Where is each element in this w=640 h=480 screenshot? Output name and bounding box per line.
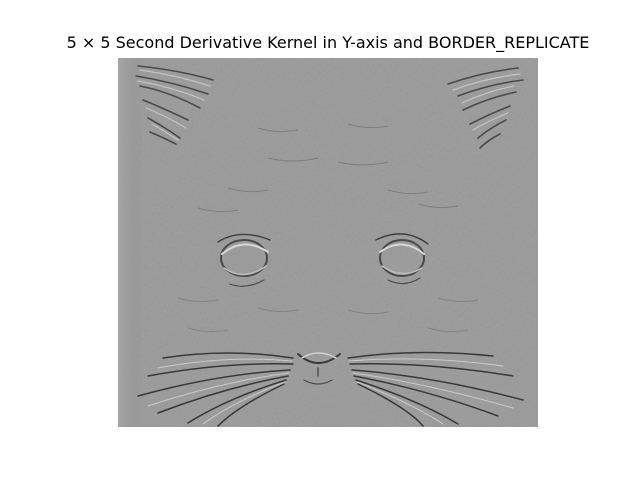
- left-eye: [217, 233, 271, 287]
- nose: [297, 352, 341, 385]
- filtered-image: [118, 58, 538, 427]
- right-eye: [375, 233, 429, 285]
- plot-title: 5 × 5 Second Derivative Kernel in Y-axis…: [66, 33, 590, 52]
